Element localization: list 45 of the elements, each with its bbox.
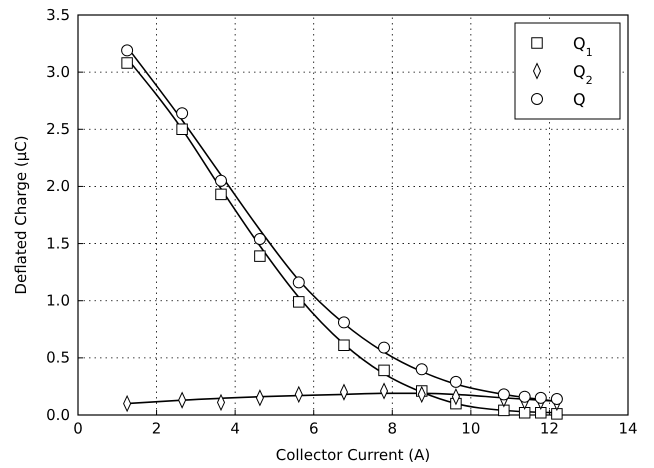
y-tick-label: 1.0	[46, 292, 70, 310]
point	[378, 364, 390, 376]
point	[535, 406, 547, 418]
x-tick-label: 4	[230, 420, 240, 438]
x-tick-label: 8	[388, 420, 398, 438]
point	[518, 406, 530, 418]
point	[176, 107, 188, 120]
y-tick-label: 3.5	[46, 6, 70, 24]
point	[534, 392, 547, 404]
point	[293, 296, 305, 308]
x-tick-label: 0	[73, 420, 83, 438]
point	[176, 124, 188, 136]
point	[378, 342, 390, 354]
point	[450, 376, 462, 388]
x-tick-label: 14	[618, 420, 638, 438]
point	[498, 404, 510, 416]
point	[215, 188, 227, 200]
point	[338, 316, 350, 328]
point	[551, 408, 563, 420]
x-axis-title: Collector Current (A)	[276, 446, 430, 464]
point	[518, 390, 531, 403]
y-tick-label: 1.5	[46, 234, 70, 252]
x-tick-label: 10	[461, 420, 480, 438]
y-axis-title: Deflated Charge (μC)	[12, 135, 30, 295]
y-tick-label: 2.0	[46, 177, 70, 196]
y-tick-label: 2.5	[46, 120, 70, 138]
point	[121, 44, 134, 56]
legend-label: Q	[573, 90, 586, 109]
legend-label: Q$_{1}$	[573, 34, 593, 58]
y-tick-label: 0.5	[46, 348, 70, 367]
y-tick-label: 0.0	[46, 406, 70, 424]
point	[292, 276, 305, 288]
x-tick-label: 2	[152, 420, 162, 438]
y-tick-label: 3.0	[46, 62, 70, 81]
legend-label: Q$_{2}$	[573, 62, 593, 86]
point	[254, 233, 266, 245]
point	[550, 393, 563, 405]
point	[121, 57, 133, 69]
point	[338, 340, 350, 352]
x-tick-label: 6	[308, 420, 318, 438]
point	[498, 388, 510, 400]
x-tick-label: 12	[540, 420, 559, 438]
point	[254, 250, 266, 262]
point	[416, 363, 428, 376]
point	[215, 174, 227, 187]
